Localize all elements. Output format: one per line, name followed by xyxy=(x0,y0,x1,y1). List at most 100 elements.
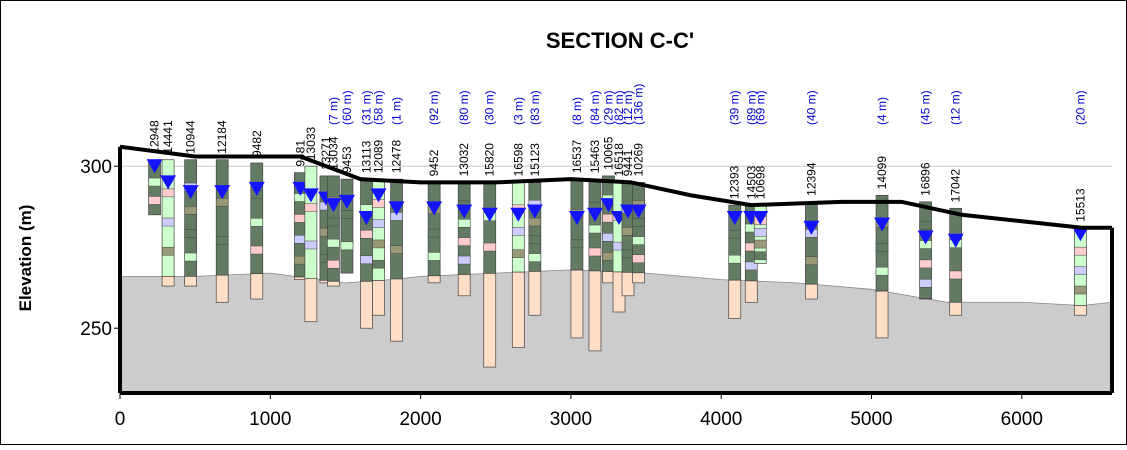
well-layer xyxy=(805,257,817,265)
well-layer xyxy=(162,189,174,197)
well-layer xyxy=(950,271,962,279)
well-column xyxy=(484,182,496,273)
y-axis-label: Elevation (m) xyxy=(16,205,35,312)
well-id-label: 14099 xyxy=(875,156,889,190)
well-layer xyxy=(185,253,197,261)
well-layer xyxy=(216,237,228,245)
well-distance-label: (20 m) xyxy=(1073,90,1087,125)
well-id-label: 12089 xyxy=(372,139,386,173)
well-layer xyxy=(920,279,932,287)
well-bedrock-core xyxy=(185,276,197,286)
well-bedrock-core xyxy=(216,275,228,302)
well-distance-label: (12 m) xyxy=(949,90,963,125)
well-12394: 12394(40 m) xyxy=(803,90,819,299)
well-distance-label: (30 m) xyxy=(483,90,497,125)
well-distance-label: (45 m) xyxy=(919,90,933,125)
well-bedrock-core xyxy=(360,281,372,328)
well-layer xyxy=(373,260,385,268)
well-layer xyxy=(458,238,470,246)
well-id-label: 9482 xyxy=(250,130,264,157)
well-layer xyxy=(305,204,317,212)
well-id-label: 10269 xyxy=(632,143,646,177)
well-bedrock-core xyxy=(633,273,645,283)
well-14441: 14441 xyxy=(160,120,176,286)
well-id-label: 16537 xyxy=(570,139,584,173)
well-id-label: 16598 xyxy=(511,143,525,177)
well-layer xyxy=(1074,286,1086,294)
well-bedrock-core xyxy=(729,280,741,318)
well-id-label: 10944 xyxy=(184,120,198,154)
well-layer xyxy=(876,243,888,251)
well-distance-label: (69 m) xyxy=(753,90,767,125)
well-layer xyxy=(484,243,496,251)
well-layer xyxy=(327,239,339,247)
well-bedrock-core xyxy=(745,281,757,302)
well-layer xyxy=(360,230,372,238)
well-10698: 10698 (69 m) xyxy=(752,90,768,263)
well-column xyxy=(805,202,817,284)
well-layer xyxy=(633,219,645,227)
well-id-label: 13033 xyxy=(304,127,318,161)
well-bedrock-core xyxy=(529,271,541,315)
well-distance-label: (84 m) xyxy=(588,90,602,125)
well-distance-label: (92 m) xyxy=(427,90,441,125)
well-17042: 17042(12 m) xyxy=(948,90,964,315)
well-12184: 12184 xyxy=(214,120,230,302)
well-column xyxy=(305,166,317,278)
x-tick-label: 1000 xyxy=(249,409,291,430)
well-bedrock-core xyxy=(1074,305,1086,315)
well-layer xyxy=(512,250,524,258)
well-9452: 9452 (92 m) xyxy=(426,90,442,283)
well-layer xyxy=(216,198,228,206)
well-id-label: 15463 xyxy=(588,139,602,173)
well-15123: 15123(83 m) xyxy=(527,90,543,315)
well-layer xyxy=(341,242,353,250)
well-layer xyxy=(458,256,470,264)
y-tick-label: 250 xyxy=(80,319,112,340)
well-column xyxy=(341,179,353,273)
well-bedrock-core xyxy=(484,273,496,367)
well-layer xyxy=(428,229,440,237)
well-layer xyxy=(373,240,385,248)
y-tick-label: 300 xyxy=(80,157,112,178)
well-id-label: 10698 xyxy=(753,165,767,199)
well-distance-label: (80 m) xyxy=(457,90,471,125)
well-layer xyxy=(251,246,263,254)
well-id-label: 14441 xyxy=(161,120,175,154)
well-column xyxy=(216,160,228,275)
x-tick-label: 3000 xyxy=(550,409,592,430)
well-layer xyxy=(589,248,601,256)
well-layer xyxy=(360,256,372,264)
well-bedrock-core xyxy=(327,281,339,286)
well-bedrock-core xyxy=(428,276,440,283)
well-layer xyxy=(185,230,197,238)
well-15513: 15513(20 m) xyxy=(1072,90,1088,315)
well-13033: 13033 xyxy=(303,127,319,322)
chart-title: SECTION C-C' xyxy=(546,28,694,53)
well-id-label: 13032 xyxy=(457,143,471,177)
well-layer xyxy=(754,228,766,236)
well-id-label: 13034 xyxy=(326,136,340,170)
well-10944: 10944 xyxy=(183,120,199,286)
x-tick-label: 4000 xyxy=(700,409,742,430)
well-id-label: 9452 xyxy=(427,149,441,176)
well-distance-label: (1 m) xyxy=(390,97,404,125)
well-layer xyxy=(373,220,385,228)
well-layer xyxy=(529,236,541,244)
well-id-label: 12393 xyxy=(728,165,742,199)
well-layer xyxy=(149,196,161,204)
well-layer xyxy=(458,219,470,227)
well-bedrock-core xyxy=(305,278,317,321)
well-bedrock-core xyxy=(391,279,403,341)
x-tick-label: 5000 xyxy=(850,409,892,430)
well-distance-label: (60 m) xyxy=(340,90,354,125)
well-layer xyxy=(633,237,645,245)
well-9453: 9453(60 m) xyxy=(339,90,355,273)
well-id-label: 12184 xyxy=(215,120,229,154)
well-layer xyxy=(529,218,541,226)
well-distance-label: (83 m) xyxy=(528,90,542,125)
well-layer xyxy=(512,227,524,235)
well-layer xyxy=(149,178,161,186)
well-distance-label: (4 m) xyxy=(875,97,889,125)
well-column xyxy=(950,208,962,302)
